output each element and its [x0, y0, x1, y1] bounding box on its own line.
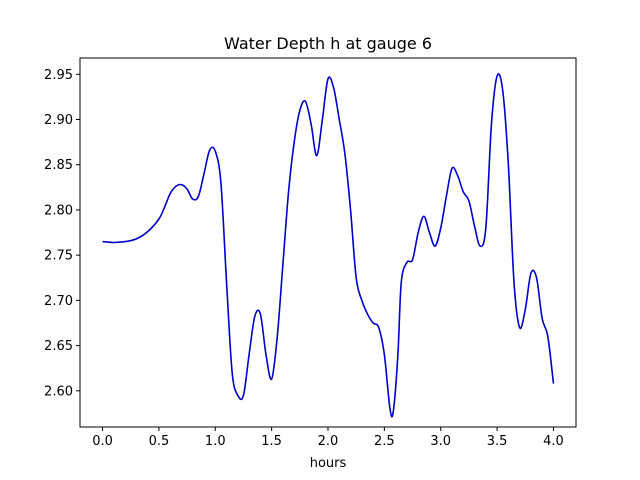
x-tick-label: 2.5 [374, 434, 395, 449]
x-tick-label: 3.0 [430, 434, 451, 449]
x-tick-label: 3.5 [487, 434, 508, 449]
y-tick-label: 2.60 [44, 384, 73, 399]
y-tick-label: 2.65 [44, 339, 73, 354]
x-tick-label: 0.5 [149, 434, 170, 449]
y-tick-label: 2.75 [44, 249, 73, 264]
x-axis-label: hours [310, 456, 347, 471]
axes-frame [79, 57, 577, 428]
y-tick-label: 2.95 [44, 68, 73, 83]
x-axis: 0.0 0.5 1.0 1.5 2.0 2.5 3.0 3.5 4.0 [92, 427, 564, 449]
x-tick-label: 2.0 [318, 434, 339, 449]
y-tick-label: 2.85 [44, 158, 73, 173]
y-tick-label: 2.70 [44, 294, 73, 309]
chart-title: Water Depth h at gauge 6 [224, 34, 432, 53]
x-tick-label: 1.0 [205, 434, 226, 449]
x-tick-label: 1.5 [261, 434, 282, 449]
y-tick-label: 2.80 [44, 203, 73, 218]
plot-area [102, 73, 555, 418]
series-line-0 [102, 73, 555, 418]
y-axis: 2.60 2.65 2.70 2.75 2.80 2.85 2.90 2.95 [44, 68, 80, 399]
y-tick-label: 2.90 [44, 113, 73, 128]
x-tick-label: 4.0 [543, 434, 564, 449]
x-tick-label: 0.0 [92, 434, 113, 449]
